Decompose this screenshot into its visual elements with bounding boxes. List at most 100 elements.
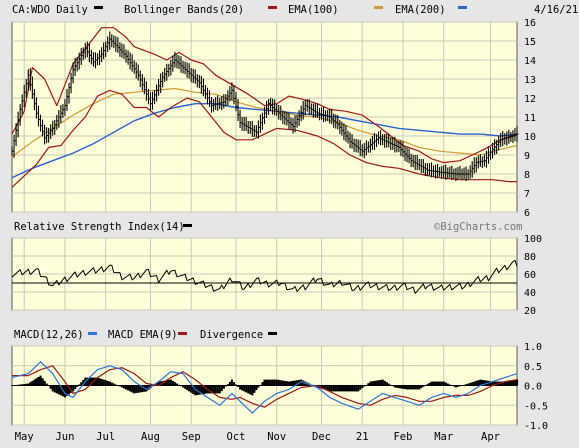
legend-swatch-ema100 [374, 6, 383, 9]
divergence-bar [182, 385, 185, 388]
legend-ema200-label: EMA(200) [395, 4, 446, 16]
divergence-bar [375, 380, 378, 386]
divergence-bar [477, 380, 480, 386]
divergence-bar [283, 380, 286, 386]
divergence-bar [292, 380, 295, 386]
divergence-bar [63, 385, 67, 398]
divergence-bar [371, 381, 374, 386]
divergence-bar [53, 385, 56, 393]
y-tick-label: 11 [524, 113, 536, 124]
divergence-bar [406, 385, 409, 390]
divergence-bar [338, 385, 341, 392]
divergence-bar [228, 381, 231, 386]
y-tick-label: 20 [524, 306, 536, 317]
divergence-bar [137, 385, 140, 393]
divergence-bar [127, 385, 130, 391]
divergence-bar [230, 379, 234, 386]
divergence-bar [133, 385, 136, 394]
divergence-bar [489, 381, 492, 386]
divergence-bar [383, 380, 386, 386]
rsi-title: Relative Strength Index(14) [14, 221, 185, 233]
divergence-bar [442, 381, 445, 386]
divergence-bar [102, 379, 105, 386]
price-chart-title: CA:WDO Daily [12, 4, 88, 16]
divergence-bar [281, 380, 284, 386]
divergence-bar [257, 385, 260, 388]
divergence-bar [287, 381, 291, 386]
x-tick-label: Mar [434, 431, 453, 443]
divergence-bar [243, 385, 246, 392]
macd-legend-swatch [88, 332, 97, 335]
divergence-bar [359, 385, 362, 390]
divergence-bar [361, 385, 364, 389]
divergence-bar [173, 382, 177, 386]
legend-bollinger-label: Bollinger Bands(20) [124, 4, 244, 16]
divergence-bar [122, 385, 126, 389]
divergence-bar [277, 379, 280, 386]
divergence-bar [112, 383, 115, 386]
divergence-bar [49, 385, 52, 389]
divergence-bar [51, 385, 54, 392]
x-tick-label: Jul [96, 431, 115, 443]
divergence-bar [200, 385, 203, 395]
time-axis: May Jun Jul Aug Sep Oct Nov Dec 21 Feb Mar Apr [15, 431, 500, 443]
divergence-bar [296, 380, 299, 386]
divergence-bar [190, 385, 193, 393]
divergence-bar [175, 383, 179, 386]
divergence-bar [357, 385, 360, 392]
y-tick-label: 100 [524, 234, 542, 245]
divergence-bar [261, 382, 264, 386]
divergence-bar [59, 385, 62, 396]
divergence-bar [31, 380, 34, 386]
divergence-histogram [11, 375, 519, 398]
divergence-bar [483, 380, 486, 386]
divergence-bar [86, 377, 89, 386]
divergence-bar [393, 385, 396, 388]
divergence-bar [267, 379, 270, 386]
y-tick-label: 16 [524, 18, 536, 29]
divergence-bar [37, 376, 40, 386]
divergence-bar [131, 385, 134, 393]
divergence-bar [271, 379, 274, 386]
divergence-bar [82, 379, 85, 386]
divergence-bar [511, 380, 515, 386]
divergence-bar [98, 378, 101, 386]
rsi-line [11, 259, 518, 294]
divergence-bar [481, 379, 484, 386]
divergence-bar [505, 381, 508, 386]
divergence-bar [434, 381, 437, 386]
legend-swatch-ema200 [458, 6, 467, 9]
divergence-bar [465, 384, 468, 386]
divergence-bar [385, 382, 388, 386]
rsi-panel: 20 40 60 80 100 [11, 234, 542, 317]
y-tick-label: 12 [524, 94, 536, 105]
divergence-bar [139, 385, 142, 393]
macd-title: MACD(12,26) [14, 329, 84, 341]
y-tick-label: 13 [524, 75, 536, 86]
divergence-bar [275, 379, 278, 386]
divergence-bar [379, 379, 382, 386]
divergence-bar [491, 381, 494, 386]
divergence-bar [237, 385, 240, 387]
divergence-bar [167, 379, 170, 386]
divergence-bar [88, 377, 91, 386]
divergence-bar [367, 383, 370, 386]
price-panel: 6 7 8 9 10 11 12 13 14 15 16 [11, 18, 536, 219]
divergence-bar [43, 380, 46, 386]
y-tick-label: -0.5 [524, 401, 548, 412]
divergence-bar [70, 385, 73, 393]
divergence-bar [342, 385, 346, 392]
bollinger-lower-band [11, 89, 517, 188]
divergence-bar [501, 381, 504, 386]
divergence-bar [516, 379, 519, 386]
divergence-bar [420, 385, 423, 389]
divergence-bar [222, 385, 225, 389]
divergence-bar [255, 385, 258, 391]
divergence-bar [336, 385, 339, 392]
x-tick-label: Oct [227, 431, 246, 443]
divergence-bar [129, 385, 132, 392]
divergence-bar [110, 382, 113, 386]
divergence-bar [90, 377, 93, 386]
divergence-bar [35, 378, 38, 386]
divergence-bar [495, 381, 498, 386]
